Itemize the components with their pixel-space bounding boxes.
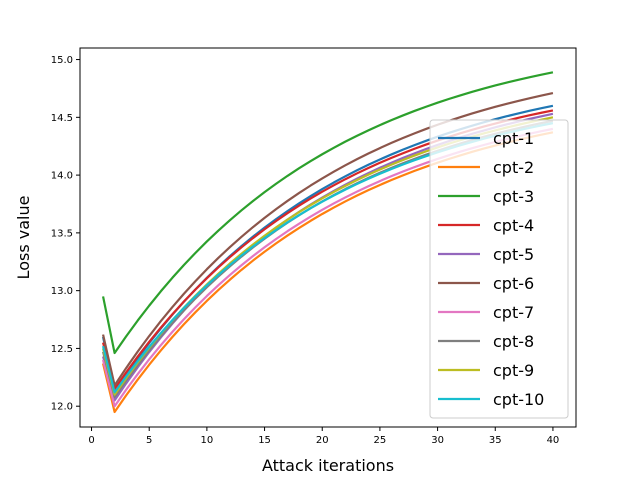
legend-label-cpt-2: cpt-2 bbox=[493, 158, 534, 177]
legend-label-cpt-5: cpt-5 bbox=[493, 245, 534, 264]
x-axis-label: Attack iterations bbox=[262, 456, 394, 475]
legend-label-cpt-7: cpt-7 bbox=[493, 303, 534, 322]
y-tick-label: 12.0 bbox=[51, 402, 73, 413]
y-tick-label: 12.5 bbox=[51, 344, 73, 355]
legend-label-cpt-4: cpt-4 bbox=[493, 216, 534, 235]
legend-box bbox=[429, 119, 569, 419]
legend: cpt-1 cpt-2 cpt-3 cpt-4 cpt-5 cpt-6 cpt-7 cpt-8… bbox=[429, 119, 569, 419]
y-tick-label: 14.5 bbox=[51, 113, 73, 124]
series-line-cpt-3 bbox=[101, 71, 554, 355]
x-tick-label: 30 bbox=[431, 435, 444, 446]
x-tick-label: 35 bbox=[489, 435, 502, 446]
y-axis-ticks: 12.0 12.5 13.0 13.5 14.0 14.5 15.0 bbox=[51, 55, 80, 413]
legend-label-cpt-9: cpt-9 bbox=[493, 361, 534, 380]
y-tick-label: 15.0 bbox=[51, 55, 73, 66]
x-tick-label: 0 bbox=[88, 435, 94, 446]
x-tick-label: 20 bbox=[316, 435, 329, 446]
legend-label-cpt-1: cpt-1 bbox=[493, 129, 534, 148]
legend-label-cpt-6: cpt-6 bbox=[493, 274, 534, 293]
x-tick-label: 40 bbox=[547, 435, 560, 446]
x-tick-label: 10 bbox=[201, 435, 214, 446]
legend-label-cpt-10: cpt-10 bbox=[493, 390, 544, 409]
y-tick-label: 13.0 bbox=[51, 286, 73, 297]
plot-frame bbox=[79, 47, 577, 428]
y-tick-label: 13.5 bbox=[51, 228, 73, 239]
y-axis-label: Loss value bbox=[14, 196, 33, 280]
x-tick-label: 25 bbox=[374, 435, 387, 446]
x-tick-label: 5 bbox=[146, 435, 152, 446]
x-tick-label: 15 bbox=[258, 435, 271, 446]
legend-label-cpt-3: cpt-3 bbox=[493, 187, 534, 206]
series-line-cpt-6 bbox=[101, 91, 554, 387]
x-axis-ticks: 0 5 10 15 20 25 30 35 40 bbox=[88, 427, 559, 446]
y-tick-label: 14.0 bbox=[51, 171, 73, 182]
legend-label-cpt-8: cpt-8 bbox=[493, 332, 534, 351]
